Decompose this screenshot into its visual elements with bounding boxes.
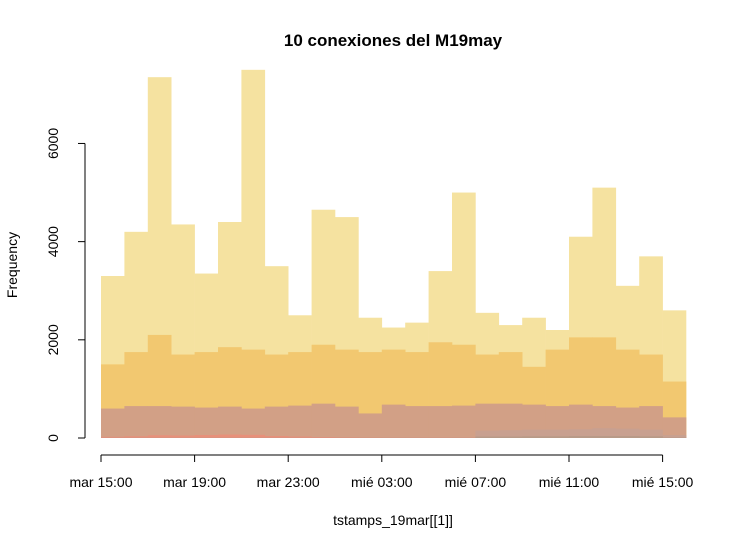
histogram-bar-s2-b3 xyxy=(171,406,195,438)
y-tick-label: 4000 xyxy=(45,226,61,257)
histogram-bar-s2-b5 xyxy=(218,406,242,438)
histogram-bar-s2-b13 xyxy=(405,406,429,438)
histogram-bar-s2-b10 xyxy=(335,406,359,438)
histogram-bar-s5-b19 xyxy=(545,436,570,438)
x-tick-label: mar 23:00 xyxy=(257,474,320,490)
histogram-bar-s3-b17 xyxy=(498,430,523,438)
histogram-bar-s5-b20 xyxy=(569,436,593,438)
histogram-bar-s4-b2 xyxy=(147,435,172,438)
chart-title: 10 conexiones del M19may xyxy=(284,31,503,50)
histogram-bar-s4-b0 xyxy=(101,436,125,438)
y-tick-label: 0 xyxy=(45,434,61,442)
histogram-bar-s4-b6 xyxy=(241,434,266,438)
histogram-bar-s3-b16 xyxy=(475,430,500,438)
histogram-bar-s2-b15 xyxy=(452,405,476,438)
histogram-bar-s5-b18 xyxy=(522,436,546,438)
histogram-bar-s2-b11 xyxy=(358,413,383,438)
histogram-bar-s2-b14 xyxy=(428,406,453,438)
histogram-bar-s5-b22 xyxy=(615,436,640,438)
histogram-bar-s2-b6 xyxy=(241,408,266,438)
bars-layer xyxy=(101,69,687,439)
histogram-bar-s3-b20 xyxy=(569,429,593,438)
histogram-bar-s5-b21 xyxy=(592,436,617,438)
histogram-bar-s4-b7 xyxy=(264,436,289,438)
histogram-bar-s4-b11 xyxy=(358,437,383,438)
histogram-bar-s2-b0 xyxy=(101,408,125,438)
x-axis: mar 15:00 mar 19:00 mar 23:00 mié 03:00 mié … xyxy=(69,454,694,490)
histogram-bar-s2-b12 xyxy=(381,404,406,438)
histogram-bar-s2-b8 xyxy=(288,405,312,438)
x-tick-label: mié 03:00 xyxy=(351,474,413,490)
histogram-bar-s3-b21 xyxy=(592,428,617,438)
histogram-bar-s2-b24 xyxy=(662,417,687,438)
x-tick-label: mar 19:00 xyxy=(163,474,226,490)
histogram-bar-s3-b23 xyxy=(639,429,663,438)
histogram-bar-s2-b1 xyxy=(124,406,149,438)
histogram-bar-s4-b8 xyxy=(288,436,312,438)
histogram-bar-s2-b2 xyxy=(147,406,172,438)
histogram-bar-s5-b16 xyxy=(475,436,500,438)
histogram-bar-s4-b10 xyxy=(335,437,359,438)
histogram-bar-s5-b17 xyxy=(498,436,523,438)
histogram-bar-s4-b3 xyxy=(171,435,195,438)
histogram-bar-s3-b24 xyxy=(662,435,687,438)
histogram-bar-s2-b4 xyxy=(194,407,219,438)
y-tick-label: 6000 xyxy=(45,128,61,159)
x-tick-label: mié 11:00 xyxy=(539,474,600,490)
histogram-bar-s0-b6 xyxy=(241,69,266,438)
histogram-bar-s4-b5 xyxy=(218,434,242,438)
y-axis-label: Frequency xyxy=(4,232,20,298)
histogram-bar-s4-b1 xyxy=(124,436,149,438)
x-tick-label: mar 15:00 xyxy=(69,474,132,490)
histogram-bar-s2-b17 xyxy=(498,403,523,438)
x-tick-label: mié 15:00 xyxy=(632,474,694,490)
x-axis-label: tstamps_19mar[[1]] xyxy=(333,512,453,528)
y-tick-label: 2000 xyxy=(45,324,61,355)
histogram-bar-s2-b9 xyxy=(311,403,336,438)
histogram-bar-s3-b18 xyxy=(522,429,546,438)
histogram-bar-s2-b16 xyxy=(475,403,500,438)
histogram-bar-s4-b9 xyxy=(311,437,336,438)
histogram-bar-s3-b19 xyxy=(545,429,570,438)
y-axis: 0 2000 4000 6000 xyxy=(45,128,86,442)
histogram-bar-s4-b4 xyxy=(194,435,219,438)
histogram-bar-s3-b22 xyxy=(615,428,640,438)
histogram-bar-s5-b23 xyxy=(639,436,663,438)
x-tick-label: mié 07:00 xyxy=(445,474,507,490)
histogram-bar-s2-b7 xyxy=(264,406,289,438)
